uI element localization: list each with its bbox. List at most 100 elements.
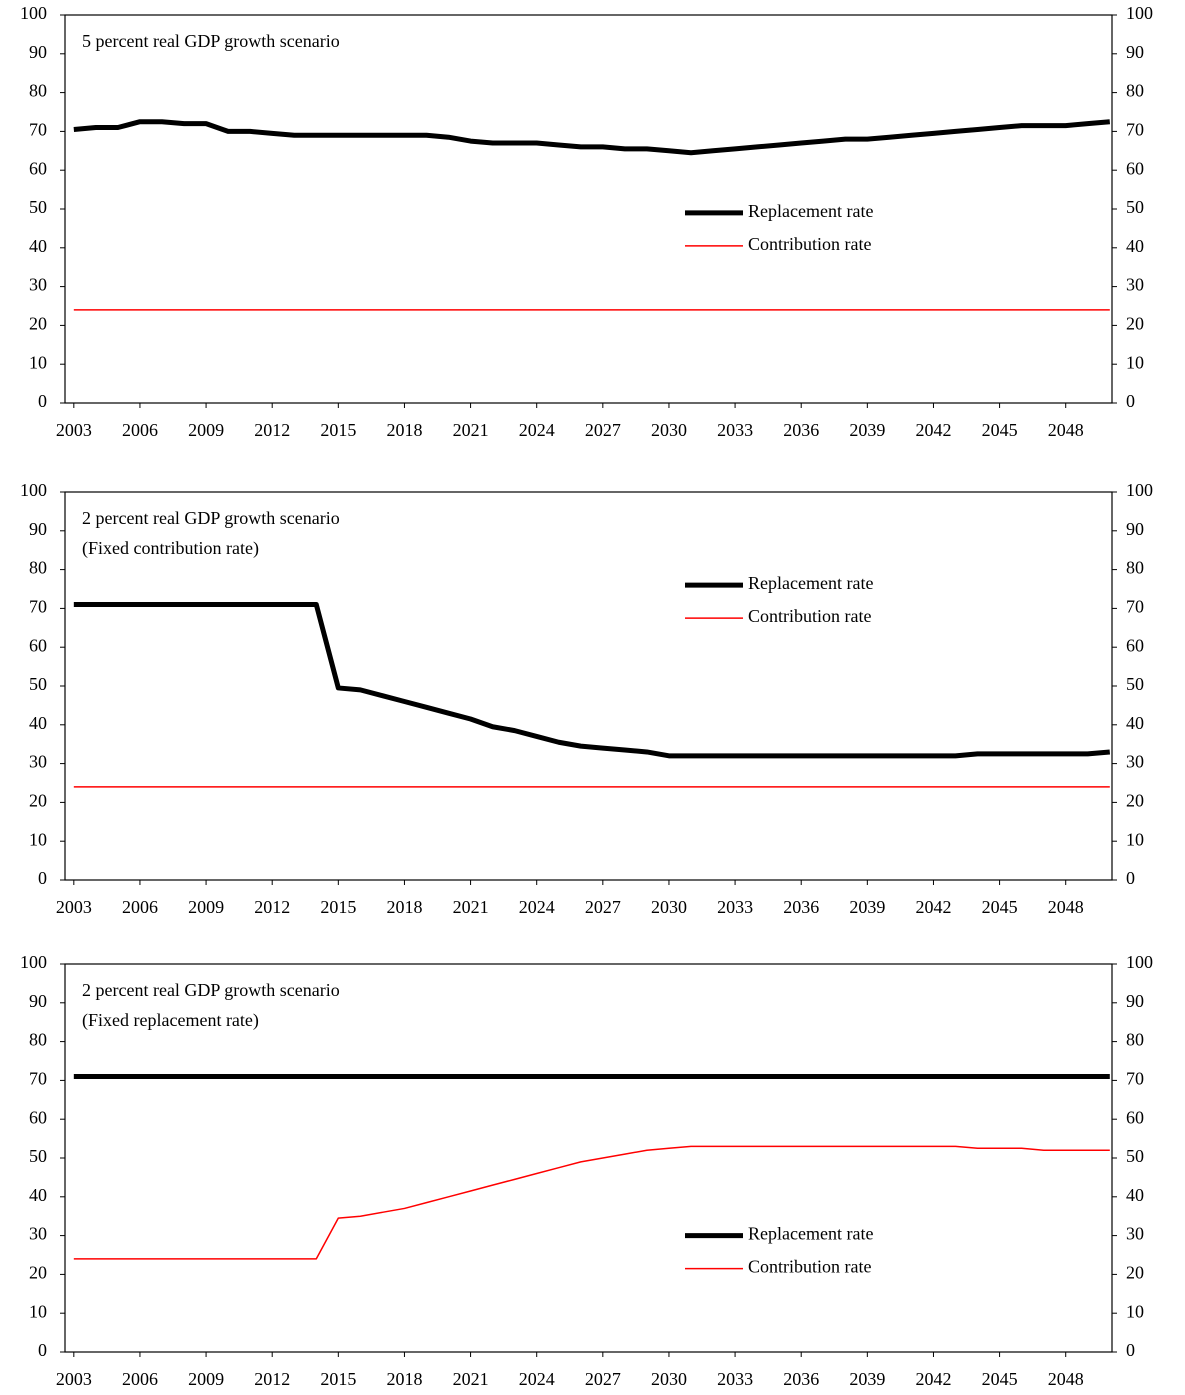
y-tick-label: 90 [29,991,47,1011]
x-tick-label: 2009 [188,897,224,917]
y-tick-label: 50 [29,1146,47,1166]
y-tick-label: 70 [29,597,47,617]
legend-label: Contribution rate [748,1257,871,1277]
y2-tick-label: 100 [1126,952,1153,972]
y2-tick-label: 40 [1126,1185,1144,1205]
x-tick-label: 2033 [717,420,753,440]
y2-tick-label: 30 [1126,275,1144,295]
y-tick-label: 100 [20,952,47,972]
x-tick-label: 2006 [122,1369,158,1389]
x-tick-label: 2039 [849,420,885,440]
chart-subtitle: (Fixed replacement rate) [82,1010,259,1031]
x-tick-label: 2003 [56,1369,92,1389]
x-tick-label: 2036 [783,420,819,440]
y2-tick-label: 70 [1126,120,1144,140]
y-tick-label: 80 [29,81,47,101]
x-tick-label: 2015 [320,1369,356,1389]
y-tick-label: 10 [29,829,47,849]
legend-label: Contribution rate [748,606,871,626]
chart-title: 5 percent real GDP growth scenario [82,31,340,51]
y-tick-label: 0 [38,868,47,888]
y-tick-label: 100 [20,3,47,23]
x-tick-label: 2045 [982,420,1018,440]
y-tick-label: 80 [29,558,47,578]
x-tick-label: 2012 [254,420,290,440]
y2-tick-label: 70 [1126,1069,1144,1089]
x-tick-label: 2009 [188,1369,224,1389]
y2-tick-label: 80 [1126,558,1144,578]
y2-tick-label: 60 [1126,1107,1144,1127]
x-tick-label: 2003 [56,897,92,917]
chart-title: 2 percent real GDP growth scenario [82,508,340,528]
y2-tick-label: 10 [1126,829,1144,849]
chart-subtitle: (Fixed contribution rate) [82,538,259,559]
y2-tick-label: 40 [1126,236,1144,256]
x-tick-label: 2009 [188,420,224,440]
y2-tick-label: 80 [1126,81,1144,101]
y-tick-label: 50 [29,674,47,694]
y2-tick-label: 0 [1126,868,1135,888]
y2-tick-label: 70 [1126,597,1144,617]
series-line [73,119,1111,156]
legend-label: Contribution rate [748,234,871,254]
x-tick-label: 2036 [783,897,819,917]
y-tick-label: 0 [38,1340,47,1360]
y-tick-label: 30 [29,275,47,295]
x-tick-label: 2042 [915,1369,951,1389]
x-tick-label: 2033 [717,1369,753,1389]
x-tick-label: 2030 [651,420,687,440]
y2-tick-label: 10 [1126,352,1144,372]
y-tick-label: 90 [29,519,47,539]
y2-tick-label: 20 [1126,1263,1144,1283]
y-tick-label: 80 [29,1030,47,1050]
x-tick-label: 2015 [320,420,356,440]
x-tick-label: 2033 [717,897,753,917]
x-tick-label: 2030 [651,897,687,917]
y-tick-label: 20 [29,791,47,811]
y2-tick-label: 80 [1126,1030,1144,1050]
x-tick-label: 2045 [982,897,1018,917]
y2-tick-label: 30 [1126,1224,1144,1244]
x-tick-label: 2018 [386,1369,422,1389]
y-tick-label: 30 [29,752,47,772]
x-tick-label: 2045 [982,1369,1018,1389]
y2-tick-label: 90 [1126,42,1144,62]
x-tick-label: 2021 [453,897,489,917]
x-tick-label: 2039 [849,1369,885,1389]
x-tick-label: 2030 [651,1369,687,1389]
x-tick-label: 2042 [915,897,951,917]
y2-tick-label: 10 [1126,1301,1144,1321]
y-tick-label: 70 [29,1069,47,1089]
y2-tick-label: 0 [1126,391,1135,411]
y-tick-label: 60 [29,635,47,655]
chart-title: 2 percent real GDP growth scenario [82,980,340,1000]
x-tick-label: 2006 [122,420,158,440]
y2-tick-label: 30 [1126,752,1144,772]
series-line [73,602,1111,759]
legend-label: Replacement rate [748,573,873,593]
y2-tick-label: 20 [1126,791,1144,811]
x-tick-label: 2039 [849,897,885,917]
x-tick-label: 2015 [320,897,356,917]
y-tick-label: 40 [29,236,47,256]
legend-label: Replacement rate [748,1224,873,1244]
y-tick-label: 70 [29,120,47,140]
x-tick-label: 2024 [519,1369,555,1389]
x-tick-label: 2048 [1048,897,1084,917]
x-tick-label: 2048 [1048,420,1084,440]
x-tick-label: 2018 [386,897,422,917]
y2-tick-label: 50 [1126,674,1144,694]
y-tick-label: 20 [29,314,47,334]
y-tick-label: 60 [29,1107,47,1127]
x-tick-label: 2003 [56,420,92,440]
y2-tick-label: 60 [1126,635,1144,655]
y2-tick-label: 20 [1126,314,1144,334]
y-tick-label: 40 [29,713,47,733]
plot-frame [64,14,1113,404]
x-tick-label: 2024 [519,420,555,440]
x-tick-label: 2012 [254,897,290,917]
y2-tick-label: 50 [1126,197,1144,217]
y-tick-label: 40 [29,1185,47,1205]
x-tick-label: 2018 [386,420,422,440]
